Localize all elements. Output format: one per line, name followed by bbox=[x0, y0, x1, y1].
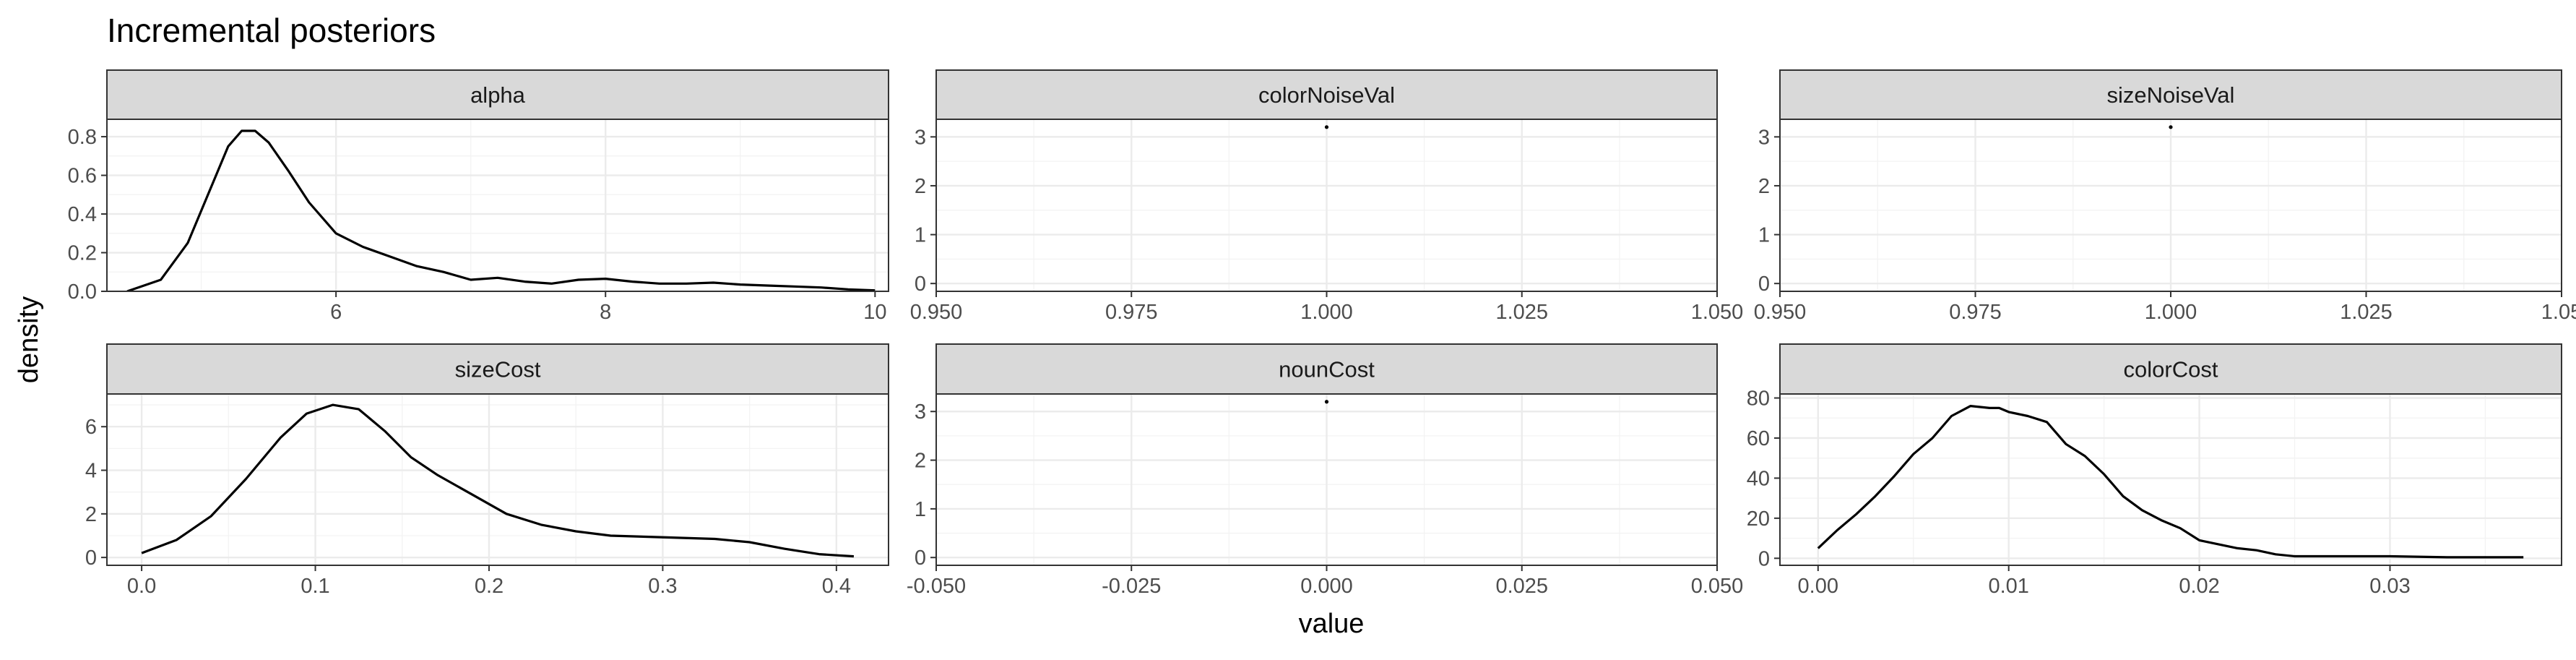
facet-panel-sizeNoiseVal: sizeNoiseVal 0.950 0.975 1.000 1.025 1.05 0 1 2 3 bbox=[1754, 69, 2576, 324]
facet-panel-colorCost: colorCost 0.00 0.01 0.02 0.03 0 20 40 60 80 bbox=[1747, 343, 2562, 598]
density-series bbox=[2169, 125, 2173, 129]
y-tick-label: 0.6 bbox=[68, 165, 97, 188]
facet-strip-label: colorCost bbox=[2124, 357, 2218, 382]
facet-strip bbox=[1779, 343, 2562, 395]
density-series bbox=[1817, 405, 2524, 559]
density-series bbox=[126, 129, 876, 291]
facet-strip-label: sizeNoiseVal bbox=[2107, 82, 2235, 108]
y-tick-label: 20 bbox=[1747, 507, 1770, 531]
x-tick-label: 1.025 bbox=[2340, 301, 2393, 324]
y-tick-label: 40 bbox=[1747, 467, 1770, 490]
density-point-sizeNoiseVal bbox=[2169, 125, 2173, 129]
y-tick-label: 0 bbox=[1758, 547, 1770, 570]
x-tick-label: 0.025 bbox=[1495, 575, 1548, 598]
y-tick-label: 1 bbox=[1758, 224, 1770, 247]
facet-panel-alpha: alpha 6 8 10 0.0 0.2 0.4 0.6 0.8 bbox=[68, 69, 889, 324]
facet-strip-label: sizeCost bbox=[455, 357, 541, 382]
y-tick-label: 0 bbox=[1758, 273, 1770, 296]
gridlines bbox=[936, 394, 1717, 565]
facet-panel-nounCost: nounCost -0.050 -0.025 0.000 0.025 0.050 0 1 2 3 bbox=[907, 343, 1744, 598]
y-tick-label: 6 bbox=[85, 416, 97, 439]
y-tick-label: 0.2 bbox=[68, 242, 97, 265]
y-axis-title: density bbox=[14, 296, 44, 383]
panel-border bbox=[1779, 393, 2562, 566]
x-tick-label: 1.05 bbox=[2541, 301, 2576, 324]
x-tick-label: 0.975 bbox=[1949, 301, 2002, 324]
facet-strip-label: nounCost bbox=[1279, 357, 1375, 382]
density-series bbox=[1324, 125, 1329, 129]
gridlines bbox=[107, 119, 889, 291]
x-tick-label: 0.975 bbox=[1105, 301, 1158, 324]
y-tick-label: 4 bbox=[85, 460, 97, 483]
y-tick-label: 0 bbox=[915, 273, 926, 296]
y-tick-label: 2 bbox=[915, 450, 926, 473]
gridlines bbox=[107, 394, 889, 565]
density-series bbox=[141, 403, 854, 558]
y-tick-label: 80 bbox=[1747, 387, 1770, 411]
x-tick-label: 0.0 bbox=[127, 575, 156, 598]
gridlines bbox=[1780, 119, 2562, 291]
facet-strip bbox=[106, 343, 889, 395]
x-tick-label: 0.050 bbox=[1691, 575, 1744, 598]
y-tick-label: 1 bbox=[915, 498, 926, 521]
y-tick-label: 3 bbox=[1758, 126, 1770, 149]
y-tick-label: 0.8 bbox=[68, 126, 97, 149]
gridlines bbox=[936, 119, 1717, 291]
y-tick-label: 2 bbox=[1758, 175, 1770, 198]
x-tick-label: 0.950 bbox=[910, 301, 963, 324]
density-curve-colorCost bbox=[1817, 405, 2524, 559]
density-point-colorNoiseVal bbox=[1324, 125, 1329, 129]
x-tick-label: 1.000 bbox=[1300, 301, 1353, 324]
x-tick-label: 1.050 bbox=[1691, 301, 1744, 324]
density-point-nounCost bbox=[1324, 400, 1329, 404]
x-tick-label: 0.00 bbox=[1798, 575, 1838, 598]
y-tick-label: 2 bbox=[85, 503, 97, 526]
density-curve-sizeCost bbox=[141, 403, 854, 558]
x-tick-label: 0.950 bbox=[1754, 301, 1807, 324]
facet-panel-colorNoiseVal: colorNoiseVal 0.950 0.975 1.000 1.025 1.050 0 1… bbox=[910, 69, 1744, 324]
y-tick-label: 60 bbox=[1747, 427, 1770, 450]
y-tick-label: 0.0 bbox=[68, 280, 97, 304]
chart-title: Incremental posteriors bbox=[107, 12, 436, 49]
x-tick-label: -0.050 bbox=[907, 575, 966, 598]
facet-strip-label: alpha bbox=[470, 82, 526, 108]
x-tick-label: 0.2 bbox=[475, 575, 503, 598]
x-tick-label: 8 bbox=[600, 301, 611, 324]
gridlines bbox=[1780, 394, 2562, 565]
x-tick-label: 0.02 bbox=[2179, 575, 2219, 598]
x-tick-label: 0.4 bbox=[822, 575, 851, 598]
facet-strip bbox=[106, 69, 889, 120]
density-series bbox=[1324, 400, 1329, 404]
x-tick-label: 6 bbox=[330, 301, 342, 324]
x-tick-label: 0.01 bbox=[1988, 575, 2028, 598]
facet-panel-sizeCost: sizeCost 0.0 0.1 0.2 0.3 0.4 0 2 4 6 bbox=[85, 343, 889, 598]
y-tick-label: 2 bbox=[915, 175, 926, 198]
facet-strip bbox=[935, 343, 1718, 395]
x-tick-label: 10 bbox=[863, 301, 886, 324]
y-tick-label: 0 bbox=[85, 547, 97, 570]
panel-border bbox=[106, 393, 889, 566]
facet-strip bbox=[935, 69, 1718, 120]
x-tick-label: 1.025 bbox=[1495, 301, 1548, 324]
x-tick-label: 0.000 bbox=[1300, 575, 1353, 598]
x-tick-label: 0.1 bbox=[301, 575, 329, 598]
x-tick-label: 0.3 bbox=[648, 575, 677, 598]
y-tick-label: 3 bbox=[915, 126, 926, 149]
y-tick-label: 0 bbox=[915, 547, 926, 570]
y-tick-label: 3 bbox=[915, 400, 926, 424]
y-tick-label: 1 bbox=[915, 224, 926, 247]
x-tick-label: 1.000 bbox=[2145, 301, 2197, 324]
facet-strip-label: colorNoiseVal bbox=[1258, 82, 1395, 108]
panel-border bbox=[106, 119, 889, 292]
x-axis-title: value bbox=[1299, 609, 1365, 639]
facet-strip bbox=[1779, 69, 2562, 120]
y-tick-label: 0.4 bbox=[68, 203, 97, 226]
density-curve-alpha bbox=[126, 129, 876, 291]
x-tick-label: -0.025 bbox=[1102, 575, 1161, 598]
x-tick-label: 0.03 bbox=[2369, 575, 2410, 598]
